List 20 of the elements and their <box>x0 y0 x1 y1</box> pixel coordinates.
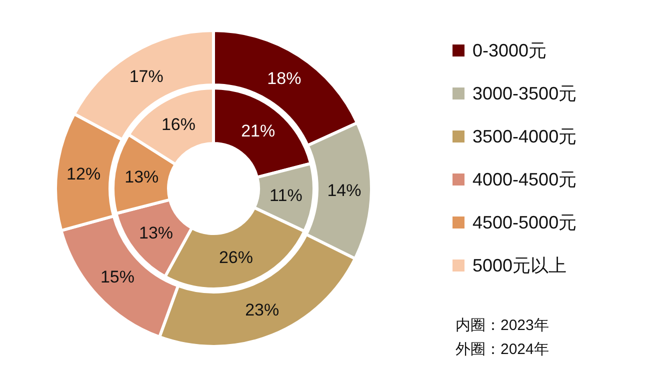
data-label: 21% <box>241 122 276 141</box>
data-label: 11% <box>270 186 302 205</box>
legend-label: 3500-4000元 <box>472 126 577 146</box>
data-label: 13% <box>139 224 174 243</box>
legend-label: 4000-4500元 <box>472 170 577 190</box>
data-label: 17% <box>129 66 164 86</box>
data-label: 15% <box>100 268 134 287</box>
legend-label: 4500-5000元 <box>472 212 577 232</box>
text: 内圈：2023年 <box>456 317 549 334</box>
text: 外圈：2024年 <box>456 341 549 358</box>
data-label: 26% <box>218 248 253 268</box>
legend-label: 3000-3500元 <box>472 84 577 104</box>
data-label: 16% <box>161 115 196 134</box>
legend-label: 5000元以上 <box>472 256 567 276</box>
data-label: 12% <box>66 164 101 184</box>
data-label: 13% <box>124 168 159 187</box>
data-label: 23% <box>245 300 280 320</box>
data-label: 14% <box>327 181 362 200</box>
legend-label: 0-3000元 <box>472 40 547 60</box>
data-label: 18% <box>267 69 302 88</box>
